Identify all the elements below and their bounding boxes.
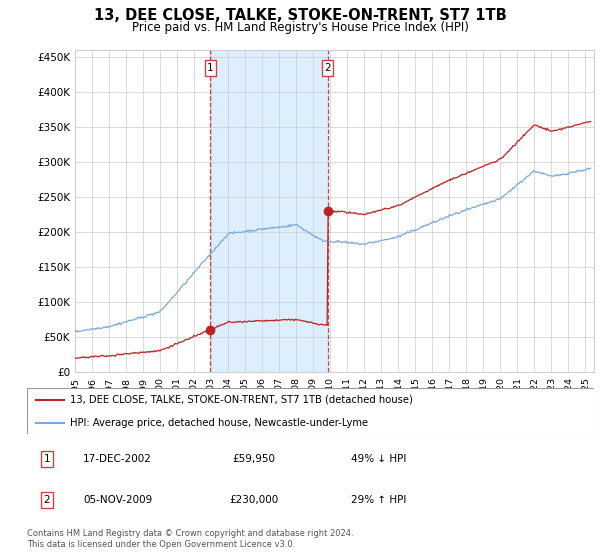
Text: 49% ↓ HPI: 49% ↓ HPI: [351, 454, 406, 464]
Bar: [211, 50, 328, 372]
Text: 29% ↑ HPI: 29% ↑ HPI: [351, 496, 406, 505]
Text: 13, DEE CLOSE, TALKE, STOKE-ON-TRENT, ST7 1TB (detached house): 13, DEE CLOSE, TALKE, STOKE-ON-TRENT, ST…: [70, 395, 412, 404]
Text: £230,000: £230,000: [229, 496, 278, 505]
Text: 17-DEC-2002: 17-DEC-2002: [83, 454, 152, 464]
Text: Contains HM Land Registry data © Crown copyright and database right 2024.
This d: Contains HM Land Registry data © Crown c…: [27, 529, 353, 549]
Text: Price paid vs. HM Land Registry's House Price Index (HPI): Price paid vs. HM Land Registry's House …: [131, 21, 469, 34]
Text: 1: 1: [207, 63, 214, 73]
Text: HPI: Average price, detached house, Newcastle-under-Lyme: HPI: Average price, detached house, Newc…: [70, 418, 368, 427]
Text: 05-NOV-2009: 05-NOV-2009: [83, 496, 152, 505]
Text: 13, DEE CLOSE, TALKE, STOKE-ON-TRENT, ST7 1TB: 13, DEE CLOSE, TALKE, STOKE-ON-TRENT, ST…: [94, 8, 506, 24]
Text: 2: 2: [44, 496, 50, 505]
Text: 1: 1: [44, 454, 50, 464]
Text: 2: 2: [324, 63, 331, 73]
Text: £59,950: £59,950: [232, 454, 275, 464]
